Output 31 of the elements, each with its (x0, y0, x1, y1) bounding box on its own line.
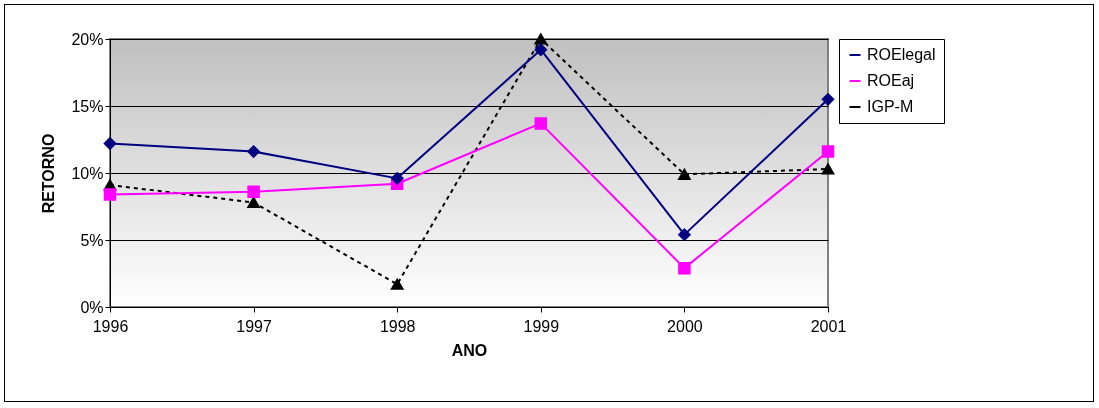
point (390, 278, 404, 290)
x-tick-label: 1999 (523, 317, 560, 335)
point (534, 43, 548, 56)
y-tick-label: 0% (80, 298, 104, 316)
y-axis-title: RETORNO (40, 133, 58, 214)
point (247, 185, 260, 198)
y-tick-label: 10% (71, 164, 104, 182)
legend-label: IGP-M (867, 98, 914, 115)
x-tick-label: 1997 (236, 317, 272, 335)
point (678, 228, 691, 241)
x-tick-label: 2001 (810, 317, 847, 335)
point (247, 145, 260, 158)
legend-label: ROEaj (867, 72, 915, 89)
y-tick-label: 5% (80, 231, 104, 249)
point (103, 188, 117, 201)
point (678, 168, 691, 180)
y-tick-label: 20% (71, 30, 104, 48)
point (821, 145, 835, 158)
point (821, 93, 835, 106)
point (534, 117, 548, 130)
legend-label: ROElegal (867, 46, 936, 63)
x-tick-label: 1996 (92, 317, 129, 335)
point (821, 163, 835, 175)
point (390, 172, 404, 185)
y-tick-label: 15% (71, 97, 104, 115)
x-axis-title: ANO (451, 341, 488, 359)
x-tick-label: 2000 (667, 317, 703, 335)
point (678, 261, 691, 275)
x-tick-label: 1998 (379, 317, 416, 335)
point (103, 137, 117, 150)
point (534, 33, 548, 45)
